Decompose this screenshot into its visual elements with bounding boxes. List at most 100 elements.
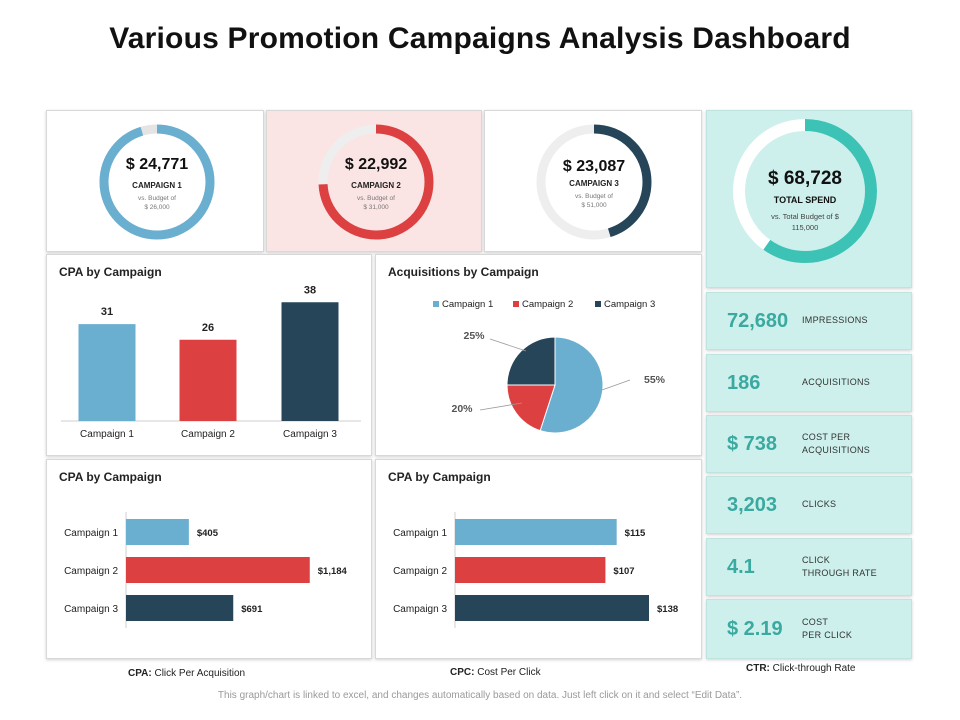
ctr-footnote: CTR: Click-through Rate xyxy=(746,663,855,674)
footnote-text: Cost Per Click xyxy=(477,667,541,678)
acquisitions-pie-chart: Campaign 1 Campaign 2 Campaign 3 55% 20% 25% xyxy=(433,299,666,434)
kpi-clicks: 3,203 CLICKS xyxy=(706,476,912,534)
page-title: Various Promotion Campaigns Analysis Das… xyxy=(109,22,851,55)
y-tick-label: Campaign 1 xyxy=(64,528,118,539)
bar-data-label: $405 xyxy=(197,528,219,539)
donut-budget-line1: vs. Budget of xyxy=(138,195,176,202)
kpi-label: COST PER ACQUISITIONS xyxy=(802,431,871,455)
legend-label: Campaign 1 xyxy=(442,299,493,310)
kpi-cost-per-click: $ 2.19 COST PER CLICK xyxy=(706,599,912,659)
campaign-2-donut: $ 22,992 CAMPAIGN 2 vs. Budget of $ 31,0… xyxy=(318,124,434,240)
kpi-value: $ 738 xyxy=(727,432,778,455)
legend-swatch xyxy=(513,301,519,307)
campaign-1-spend-card: $ 24,771 CAMPAIGN 1 vs. Budget of $ 26,0… xyxy=(46,110,264,252)
legend-label: Campaign 2 xyxy=(522,299,573,310)
footnote-key: CPC: xyxy=(450,667,475,678)
leader-line xyxy=(479,402,523,411)
kpi-value: 186 xyxy=(727,371,761,394)
total-spend-value: $ 68,728 xyxy=(768,168,842,189)
donut-arc xyxy=(99,124,215,240)
kpi-cost-per-acquisition: $ 738 COST PER ACQUISITIONS xyxy=(706,415,912,473)
panel-title: CPA by Campaign xyxy=(388,470,491,484)
donut-campaign-label: CAMPAIGN 3 xyxy=(569,179,619,188)
kpi-value: $ 2.19 xyxy=(727,617,783,640)
kpi-acquisitions: 186 ACQUISITIONS xyxy=(706,354,912,412)
pie-data-label: 25% xyxy=(463,330,485,342)
leader-line xyxy=(601,379,631,391)
campaign-3-spend-card: $ 23,087 CAMPAIGN 3 vs. Budget of $ 51,0… xyxy=(484,110,702,252)
campaign-2-spend-card: $ 22,992 CAMPAIGN 2 vs. Budget of $ 31,0… xyxy=(266,110,482,252)
bar xyxy=(455,519,617,545)
y-tick-label: Campaign 1 xyxy=(393,528,447,539)
campaign-1-donut: $ 24,771 CAMPAIGN 1 vs. Budget of $ 26,0… xyxy=(99,124,215,240)
donut-campaign-label: CAMPAIGN 1 xyxy=(132,181,182,190)
bar-data-label: $138 xyxy=(657,604,678,615)
donut-budget-line2: $ 26,000 xyxy=(144,204,170,211)
bar-data-label: $1,184 xyxy=(318,566,348,577)
donut-arc xyxy=(536,124,652,240)
edit-data-disclaimer: This graph/chart is linked to excel, and… xyxy=(217,690,743,701)
footnote-key: CPA: xyxy=(128,668,152,679)
total-budget-line1: vs. Total Budget of $ xyxy=(771,212,840,221)
y-tick-label: Campaign 2 xyxy=(393,566,447,577)
y-tick-label: Campaign 2 xyxy=(64,566,118,577)
kpi-value: 72,680 xyxy=(727,309,789,332)
kpi-impressions: 72,680 IMPRESSIONS xyxy=(706,292,912,350)
pie-slice xyxy=(506,384,556,432)
bar-data-label: $107 xyxy=(613,566,634,577)
bar-data-label: $691 xyxy=(241,604,263,615)
donut-value: $ 23,087 xyxy=(563,158,625,175)
pie-slice xyxy=(506,336,556,386)
bar-data-label: 31 xyxy=(101,306,113,318)
x-tick-label: Campaign 3 xyxy=(283,429,337,440)
donut-arc xyxy=(733,119,877,263)
cpc-footnote: CPC: Cost Per Click xyxy=(450,667,541,678)
donut-value: $ 24,771 xyxy=(126,156,188,173)
bar-data-label: $115 xyxy=(625,528,646,539)
acquisitions-pie-panel: Acquisitions by Campaign Campaign 1 Campa… xyxy=(375,254,702,456)
bar xyxy=(179,339,237,421)
x-tick-label: Campaign 1 xyxy=(80,429,134,440)
y-tick-label: Campaign 3 xyxy=(64,604,118,615)
x-tick-label: Campaign 2 xyxy=(181,429,235,440)
cpa-bar-chart-panel: CPA by Campaign 31 Campaign 1 26 Campaign 2… xyxy=(46,254,372,456)
kpi-value: 4.1 xyxy=(727,555,755,578)
bar-data-label: 26 xyxy=(202,322,214,334)
y-tick-label: Campaign 3 xyxy=(393,604,447,615)
donut-value: $ 22,992 xyxy=(345,156,407,173)
kpi-label: COST PER CLICK xyxy=(802,616,853,640)
total-spend-label: TOTAL SPEND xyxy=(774,195,837,205)
kpi-click-through-rate: 4.1 CLICK THROUGH RATE xyxy=(706,538,912,596)
cpa-footnote: CPA: Click Per Acquisition xyxy=(128,668,245,679)
kpi-label: IMPRESSIONS xyxy=(802,315,868,326)
donut-budget-line2: $ 31,000 xyxy=(363,204,389,211)
footnote-text: Click Per Acquisition xyxy=(154,668,246,679)
cpa-hbar-panel: CPA by Campaign Campaign 1 $405 Campaign 2… xyxy=(46,459,372,659)
total-spend-donut: $ 68,728 TOTAL SPEND vs. Total Budget of… xyxy=(733,119,877,263)
donut-budget-line1: vs. Budget of xyxy=(575,193,613,200)
cpa-hbar-chart: Campaign 1 $405 Campaign 2 $1,184 Campaign 3… xyxy=(64,512,348,628)
legend-swatch xyxy=(595,301,601,307)
kpi-label: ACQUISITIONS xyxy=(802,377,871,388)
bar xyxy=(126,557,310,583)
total-budget-line2: 115,000 xyxy=(792,223,819,232)
donut-budget-line2: $ 51,000 xyxy=(581,202,607,209)
pie-data-label: 55% xyxy=(644,374,666,386)
legend-label: Campaign 3 xyxy=(604,299,655,310)
campaign-3-donut: $ 23,087 CAMPAIGN 3 vs. Budget of $ 51,0… xyxy=(536,124,652,240)
footnote-text: Click-through Rate xyxy=(772,663,856,674)
footnote-key: CTR: xyxy=(746,663,770,674)
legend-swatch xyxy=(433,301,439,307)
panel-title: CPA by Campaign xyxy=(59,470,162,484)
cpc-hbar-chart: Campaign 1 $115 Campaign 2 $107 Campaign 3 $1… xyxy=(393,512,678,628)
cpc-hbar-panel: CPA by Campaign Campaign 1 $115 Campaign 2… xyxy=(375,459,702,659)
kpi-value: 3,203 xyxy=(727,493,778,516)
bar xyxy=(126,519,189,545)
bar xyxy=(455,557,606,583)
pie-slice xyxy=(539,336,604,434)
donut-arc xyxy=(318,124,434,240)
cpa-bar-chart: 31 Campaign 1 26 Campaign 2 38 Campaign 3 xyxy=(61,284,361,440)
kpi-label: CLICK THROUGH RATE xyxy=(802,554,877,578)
kpi-label: CLICKS xyxy=(802,499,837,510)
bar xyxy=(78,324,136,421)
